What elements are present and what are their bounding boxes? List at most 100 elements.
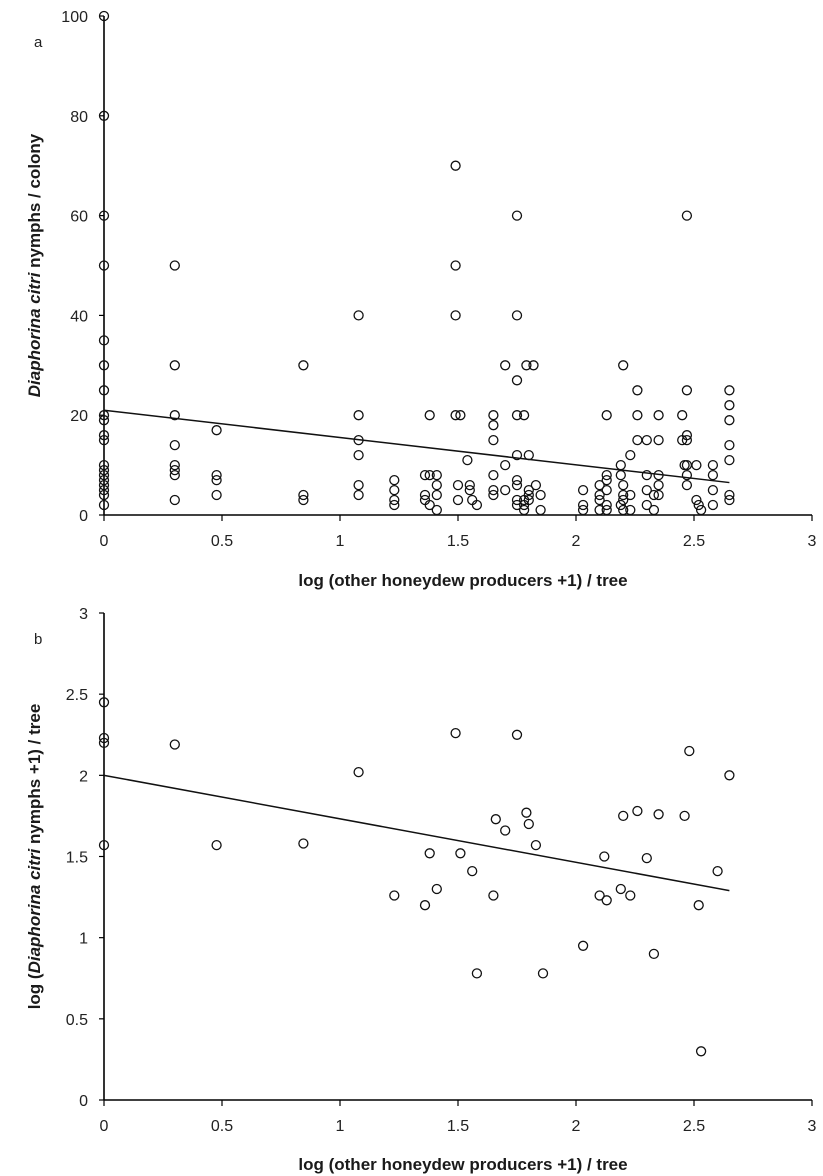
data-point — [681, 210, 693, 221]
data-point — [511, 210, 523, 221]
y-tick-label: 2.5 — [66, 687, 88, 704]
x-tick-label: 2 — [572, 533, 581, 550]
data-point — [419, 469, 431, 481]
y-tick-label: 80 — [70, 109, 88, 126]
data-point — [488, 434, 499, 446]
data-point — [98, 260, 110, 271]
data-point — [98, 469, 110, 481]
data-point — [724, 415, 735, 426]
data-point — [389, 474, 400, 486]
x-tick-label: 1.5 — [447, 1118, 469, 1135]
y-tick-label: 2 — [79, 768, 88, 785]
y-axis-label-part: Diaphorina citri — [25, 847, 44, 973]
data-point — [599, 851, 610, 862]
x-tick-label: 0.5 — [211, 533, 233, 550]
data-point — [695, 1046, 707, 1057]
data-point — [389, 890, 400, 901]
x-tick-label: 2 — [572, 1118, 581, 1135]
data-point — [169, 260, 180, 271]
data-point — [455, 410, 466, 421]
data-point — [462, 454, 473, 466]
data-point — [450, 260, 461, 271]
data-point — [521, 807, 532, 818]
data-point — [488, 890, 499, 901]
trend-line — [103, 409, 730, 484]
data-point — [488, 489, 499, 501]
data-point — [488, 484, 499, 496]
x-tick-label: 1 — [336, 533, 345, 550]
data-point — [641, 852, 652, 864]
data-point — [211, 474, 222, 486]
data-point — [488, 420, 499, 431]
data-point — [298, 489, 309, 501]
data-point — [677, 410, 688, 421]
data-point — [625, 449, 636, 461]
data-point — [648, 948, 660, 960]
y-tick-label: 3 — [79, 606, 88, 623]
data-point — [511, 474, 523, 486]
data-point — [98, 697, 110, 708]
data-point — [169, 469, 180, 481]
data-point — [615, 883, 626, 895]
data-point — [653, 809, 664, 820]
data-point — [455, 848, 466, 859]
data-point — [450, 727, 461, 739]
data-point — [724, 489, 735, 501]
data-point — [98, 415, 110, 426]
data-point — [431, 489, 442, 501]
data-point — [615, 459, 626, 471]
data-point — [601, 895, 612, 906]
data-point — [169, 410, 180, 421]
data-point — [594, 494, 605, 506]
data-point — [431, 504, 442, 516]
x-tick-label: 1.5 — [447, 533, 469, 550]
data-point — [211, 839, 222, 851]
data-point — [641, 469, 652, 481]
data-point — [530, 839, 542, 851]
data-point — [98, 732, 110, 744]
data-point — [681, 430, 693, 441]
data-point — [691, 459, 702, 471]
y-axis-label: Diaphorina citri nymphs / colony — [25, 133, 44, 397]
data-point — [618, 504, 629, 516]
data-point — [353, 766, 364, 778]
data-point — [424, 848, 435, 859]
data-point — [211, 469, 222, 481]
data-point — [681, 434, 693, 446]
x-axis-label: log (other honeydew producers +1) / tree — [298, 1155, 627, 1174]
data-point — [577, 484, 589, 496]
data-point — [653, 410, 664, 421]
data-point — [511, 729, 523, 740]
y-axis-label-part: nymphs / colony — [25, 133, 44, 272]
data-point — [535, 504, 546, 516]
data-point — [467, 865, 478, 877]
data-point — [169, 494, 180, 506]
y-tick-label: 40 — [70, 308, 88, 325]
data-point — [618, 479, 629, 491]
data-point — [724, 385, 735, 396]
data-point — [618, 360, 629, 371]
data-point — [601, 499, 612, 511]
y-tick-label: 60 — [70, 209, 88, 226]
data-point — [594, 504, 605, 516]
x-tick-label: 0 — [100, 533, 109, 550]
data-point — [450, 310, 461, 321]
data-point — [169, 360, 180, 371]
data-point — [98, 434, 110, 446]
data-point — [577, 504, 589, 516]
data-point — [601, 410, 612, 421]
data-point — [724, 454, 735, 466]
data-point — [98, 839, 110, 851]
data-point — [707, 484, 719, 496]
data-point — [452, 479, 464, 491]
data-point — [577, 940, 589, 951]
data-point — [601, 504, 612, 516]
panel-label-b: b — [34, 631, 42, 648]
data-point — [424, 469, 435, 481]
data-point — [464, 479, 475, 491]
data-point — [724, 400, 735, 411]
data-point — [353, 479, 364, 491]
data-point — [618, 489, 629, 501]
data-point — [511, 449, 523, 461]
data-point — [594, 489, 605, 501]
